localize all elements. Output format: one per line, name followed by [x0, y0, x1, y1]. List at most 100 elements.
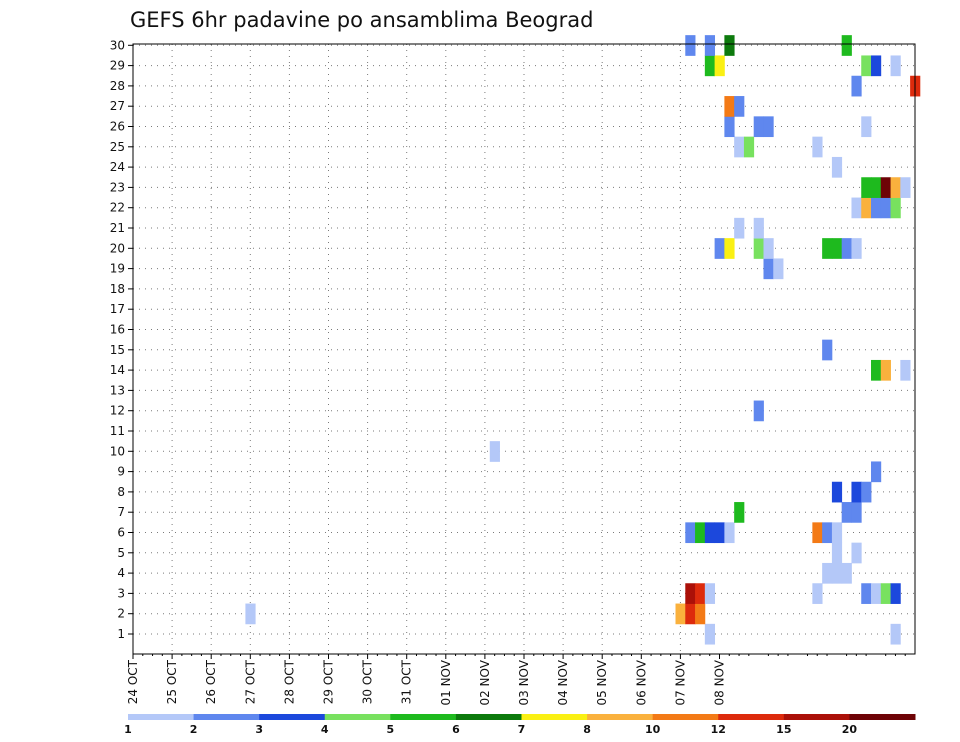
legend-swatch — [324, 714, 391, 720]
precip-cell — [861, 116, 872, 138]
y-tick-label: 24 — [110, 160, 125, 174]
x-tick-label: 03 NOV — [517, 659, 531, 705]
precip-cell — [851, 542, 862, 564]
y-tick-label: 14 — [110, 363, 125, 377]
precip-cell — [831, 481, 843, 503]
precip-cell — [812, 583, 823, 604]
legend-label: 2 — [190, 723, 198, 736]
precip-cell — [890, 177, 901, 198]
legend-label: 1 — [124, 723, 132, 736]
x-tick-label: 30 OCT — [361, 659, 375, 704]
precip-cell — [822, 339, 833, 361]
y-tick-label: 18 — [110, 282, 125, 296]
precip-cell — [675, 603, 686, 625]
x-tick-label: 24 OCT — [126, 659, 140, 704]
legend-label: 3 — [255, 723, 263, 736]
y-tick-label: 13 — [110, 383, 125, 397]
precip-cell — [871, 359, 882, 381]
legend-label: 20 — [842, 723, 858, 736]
precip-cell — [812, 522, 823, 544]
precip-cell — [880, 359, 891, 381]
precip-cell — [871, 55, 882, 77]
precip-cell — [900, 177, 911, 198]
legend-label: 8 — [583, 723, 591, 736]
precip-cell — [890, 55, 901, 77]
y-tick-label: 20 — [110, 241, 125, 255]
y-tick-label: 8 — [117, 485, 125, 499]
legend-swatch — [193, 714, 260, 720]
y-tick-label: 26 — [110, 120, 125, 134]
y-tick-label: 4 — [117, 566, 125, 580]
precip-cell — [900, 359, 911, 381]
precip-cell — [763, 238, 774, 259]
y-tick-label: 27 — [110, 99, 125, 113]
precip-cell — [851, 197, 862, 219]
chart-title: GEFS 6hr padavine po ansamblima Beograd — [130, 8, 593, 32]
precip-cell — [831, 562, 843, 584]
legend-swatch — [849, 714, 916, 720]
precip-cell — [685, 583, 696, 604]
precip-cell — [724, 116, 735, 138]
precip-cell — [724, 238, 735, 259]
legend-label: 7 — [518, 723, 526, 736]
y-tick-label: 12 — [110, 404, 125, 418]
precip-cell — [831, 238, 843, 259]
precip-cell — [812, 136, 823, 158]
y-tick-label: 5 — [117, 546, 125, 560]
x-tick-label: 04 NOV — [556, 659, 570, 705]
precip-cell — [753, 238, 764, 259]
x-tick-label: 31 OCT — [400, 659, 414, 704]
precip-cell — [695, 583, 706, 604]
x-tick-label: 29 OCT — [322, 659, 336, 704]
precip-cell — [489, 441, 500, 462]
legend-label: 10 — [645, 723, 661, 736]
x-axis: 24 OCT 25 OCT 26 OCT 27 OCT 28 OCT 29 OCT 30 O… — [126, 654, 906, 706]
precip-cell — [851, 238, 862, 259]
precip-cell — [890, 583, 901, 604]
x-tick-label: 02 NOV — [478, 659, 492, 705]
legend-swatch — [390, 714, 457, 720]
precip-cell — [861, 197, 872, 219]
precip-cell — [734, 136, 745, 158]
x-tick-label: 27 OCT — [243, 659, 257, 704]
legend-swatch — [259, 714, 326, 720]
precip-cell — [704, 35, 716, 56]
legend-swatch — [128, 714, 195, 720]
y-tick-label: 28 — [110, 79, 125, 93]
precip-cell — [851, 481, 862, 503]
legend-label: 12 — [711, 723, 726, 736]
legend-label: 5 — [387, 723, 395, 736]
precip-cell — [861, 55, 872, 77]
legend-swatch — [783, 714, 850, 720]
precip-cell — [704, 583, 716, 604]
precip-cell — [880, 177, 891, 198]
precip-cell — [724, 522, 735, 544]
plot-frame — [132, 43, 916, 655]
precip-cell — [861, 177, 872, 198]
precip-cell — [695, 522, 706, 544]
data-cells — [245, 35, 921, 645]
legend-swatch — [455, 714, 522, 720]
precip-cell — [685, 522, 696, 544]
precip-cell — [734, 502, 745, 523]
precip-cell — [831, 522, 843, 544]
y-tick-label: 23 — [110, 180, 125, 194]
precip-cell — [831, 156, 843, 178]
legend-swatch — [587, 714, 654, 720]
precip-cell — [822, 522, 833, 544]
legend-label: 4 — [321, 723, 329, 736]
color-legend: 1 2 3 4 5 6 7 8 10 12 15 20 — [124, 714, 916, 736]
precip-cell — [763, 116, 774, 138]
x-tick-label: 07 NOV — [673, 659, 687, 705]
precip-cell — [841, 238, 852, 259]
x-tick-label: 08 NOV — [713, 659, 727, 705]
precip-cell — [871, 583, 882, 604]
precip-cell — [695, 603, 706, 625]
precip-cell — [714, 238, 725, 259]
precip-cell — [851, 502, 862, 523]
y-tick-label: 16 — [110, 323, 125, 337]
precip-cell — [822, 562, 833, 584]
precip-cell — [704, 522, 716, 544]
y-tick-label: 9 — [117, 465, 125, 479]
